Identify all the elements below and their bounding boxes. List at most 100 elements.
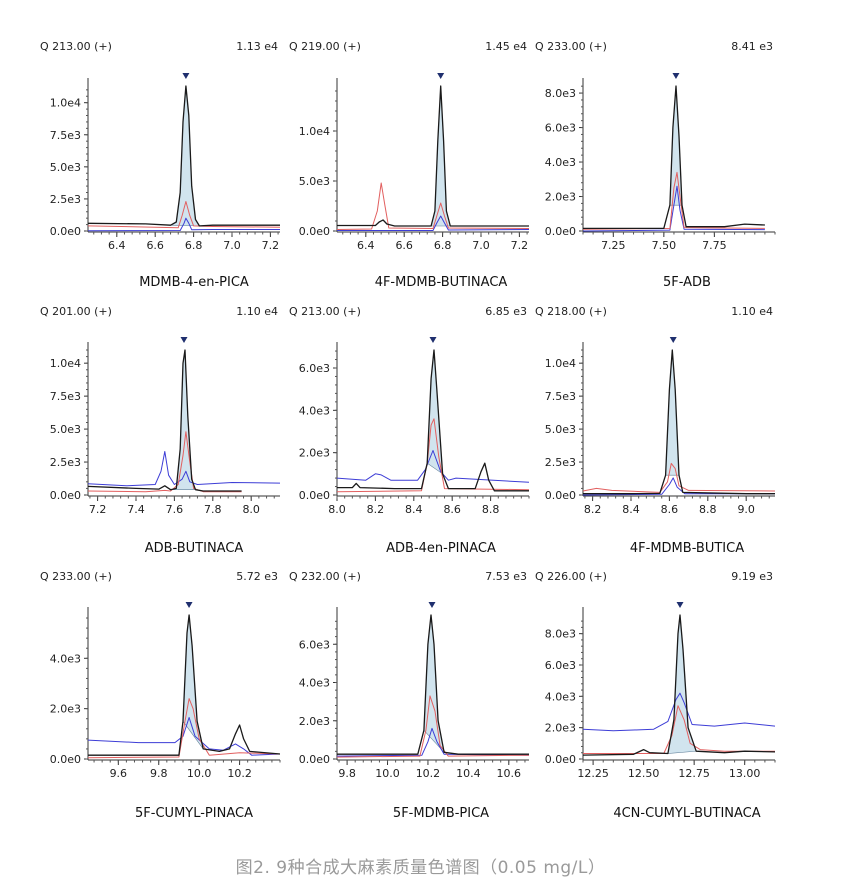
trace-black: [337, 349, 529, 492]
y-tick-label: 4.0e3: [299, 677, 330, 690]
panel-header-ion: Q 233.00 (+): [535, 40, 607, 53]
y-tick-label: 2.5e3: [545, 456, 576, 469]
y-tick-label: 8.0e3: [545, 628, 576, 641]
chromatogram-panel: Q 219.00 (+) 1.45 e4 0.0e0 5.0e3 1.0e4 6.4 6.6…: [289, 40, 530, 290]
x-tick-label: 9.8: [150, 767, 168, 780]
trace-black: [87, 349, 242, 492]
x-tick-label: 8.2: [367, 503, 385, 516]
y-tick-label: 2.0e3: [545, 722, 576, 735]
x-tick-label: 7.2: [262, 239, 280, 252]
trace-red: [582, 171, 765, 230]
chromatogram-panel: Q 213.00 (+) 1.13 e4 0.0e0 2.5e3 5.0e3 7.5e3 1…: [40, 40, 281, 290]
y-tick-label: 1.0e4: [50, 357, 81, 370]
y-tick-label: 2.0e3: [545, 191, 576, 204]
y-tick-label: 2.0e3: [50, 703, 81, 716]
y-tick-label: 1.0e4: [50, 97, 81, 110]
chromatogram-panel: Q 218.00 (+) 1.10 e4 0.0e0 2.5e3 5.0e3 7.5e3 1…: [535, 305, 776, 556]
x-tick-label: 6.4: [108, 239, 126, 252]
trace-blue: [337, 215, 530, 231]
x-tick-label: 6.8: [185, 239, 203, 252]
y-tick-label: 2.5e3: [50, 456, 81, 469]
panel-header-ion: Q 233.00 (+): [40, 570, 112, 583]
y-tick-label: 6.0e3: [299, 638, 330, 651]
y-tick-label: 0.0e0: [50, 489, 81, 502]
trace-blue: [336, 450, 530, 483]
x-tick-label: 8.0: [328, 503, 346, 516]
y-tick-label: 5.0e3: [50, 161, 81, 174]
panel-header-ion: Q 213.00 (+): [289, 305, 361, 318]
y-tick-label: 8.0e3: [545, 87, 576, 100]
x-tick-label: 10.4: [456, 767, 481, 780]
peak-marker: [429, 337, 437, 343]
y-tick-label: 0.0e0: [299, 753, 330, 766]
peak-marker: [185, 602, 193, 608]
x-tick-label: 8.8: [482, 503, 500, 516]
x-tick-label: 10.0: [375, 767, 400, 780]
x-tick-label: 8.4: [405, 503, 423, 516]
trace-black: [582, 614, 776, 756]
x-tick-label: 7.6: [166, 503, 184, 516]
x-tick-label: 7.2: [511, 239, 529, 252]
y-tick-label: 0.0e0: [545, 489, 576, 502]
trace-red: [87, 698, 281, 759]
trace-red: [336, 182, 530, 230]
trace-blue: [582, 185, 765, 232]
y-tick-label: 5.0e3: [50, 423, 81, 436]
chromatogram-panel: Q 233.00 (+) 8.41 e3 0.0e0 2.0e3 4.0e3 6.0e3 8…: [535, 40, 776, 290]
y-tick-label: 6.0e3: [545, 659, 576, 672]
trace-red: [583, 705, 775, 754]
y-tick-label: 0.0e0: [545, 225, 576, 238]
chart-title: MDMB-4-en-PICA: [139, 275, 249, 290]
peak-marker: [428, 602, 436, 608]
panel-header-intensity: 9.19 e3: [731, 570, 773, 583]
panel-header-intensity: 1.13 e4: [236, 40, 278, 53]
chart-title: ADB-BUTINACA: [145, 541, 244, 556]
trace-blue: [336, 727, 530, 757]
x-tick-label: 13.00: [729, 767, 761, 780]
panel-header-intensity: 8.41 e3: [731, 40, 773, 53]
x-tick-label: 6.4: [357, 239, 375, 252]
trace-blue: [582, 477, 775, 496]
chromatogram-panel: Q 232.00 (+) 7.53 e3 0.0e0 2.0e3 4.0e3 6.0e3 9…: [289, 570, 530, 821]
y-tick-label: 0.0e0: [545, 753, 576, 766]
y-tick-label: 7.5e3: [545, 390, 576, 403]
peak-marker: [180, 337, 188, 343]
y-tick-label: 5.0e3: [299, 175, 330, 188]
y-tick-label: 4.0e3: [545, 690, 576, 703]
x-tick-label: 10.6: [497, 767, 522, 780]
x-tick-label: 8.6: [661, 503, 679, 516]
trace-blue: [87, 217, 280, 232]
chart-title: 5F-ADB: [663, 275, 711, 290]
y-tick-label: 6.0e3: [299, 362, 330, 375]
y-tick-label: 2.0e3: [299, 715, 330, 728]
chromatogram-panel: Q 201.00 (+) 1.10 e4 0.0e0 2.5e3 5.0e3 7.5e3 1…: [40, 305, 281, 556]
peak-area: [423, 614, 445, 754]
trace-red: [582, 462, 776, 493]
x-tick-label: 8.8: [699, 503, 717, 516]
x-tick-label: 8.4: [622, 503, 640, 516]
panel-header-ion: Q 218.00 (+): [535, 305, 607, 318]
x-tick-label: 9.8: [338, 767, 356, 780]
x-tick-label: 9.0: [737, 503, 755, 516]
x-tick-label: 7.50: [652, 239, 677, 252]
x-tick-label: 7.8: [204, 503, 222, 516]
x-tick-label: 7.0: [472, 239, 490, 252]
panel-header-ion: Q 226.00 (+): [535, 570, 607, 583]
y-tick-label: 2.5e3: [50, 193, 81, 206]
x-tick-label: 8.0: [242, 503, 260, 516]
chromatogram-panel: Q 213.00 (+) 6.85 e3 0.0e0 2.0e3 4.0e3 6.0e3 8…: [289, 305, 530, 556]
y-tick-label: 4.0e3: [545, 156, 576, 169]
peak-marker: [437, 73, 445, 79]
panel-header-intensity: 7.53 e3: [485, 570, 527, 583]
panel-header-intensity: 1.10 e4: [236, 305, 278, 318]
y-tick-label: 0.0e0: [299, 489, 330, 502]
x-tick-label: 8.2: [584, 503, 602, 516]
x-tick-label: 12.25: [577, 767, 609, 780]
x-tick-label: 7.0: [223, 239, 241, 252]
peak-marker: [182, 73, 190, 79]
trace-black: [88, 614, 281, 756]
chart-title: 4F-MDMB-BUTINACA: [375, 275, 508, 290]
x-tick-label: 9.6: [110, 767, 128, 780]
panel-header-intensity: 5.72 e3: [236, 570, 278, 583]
